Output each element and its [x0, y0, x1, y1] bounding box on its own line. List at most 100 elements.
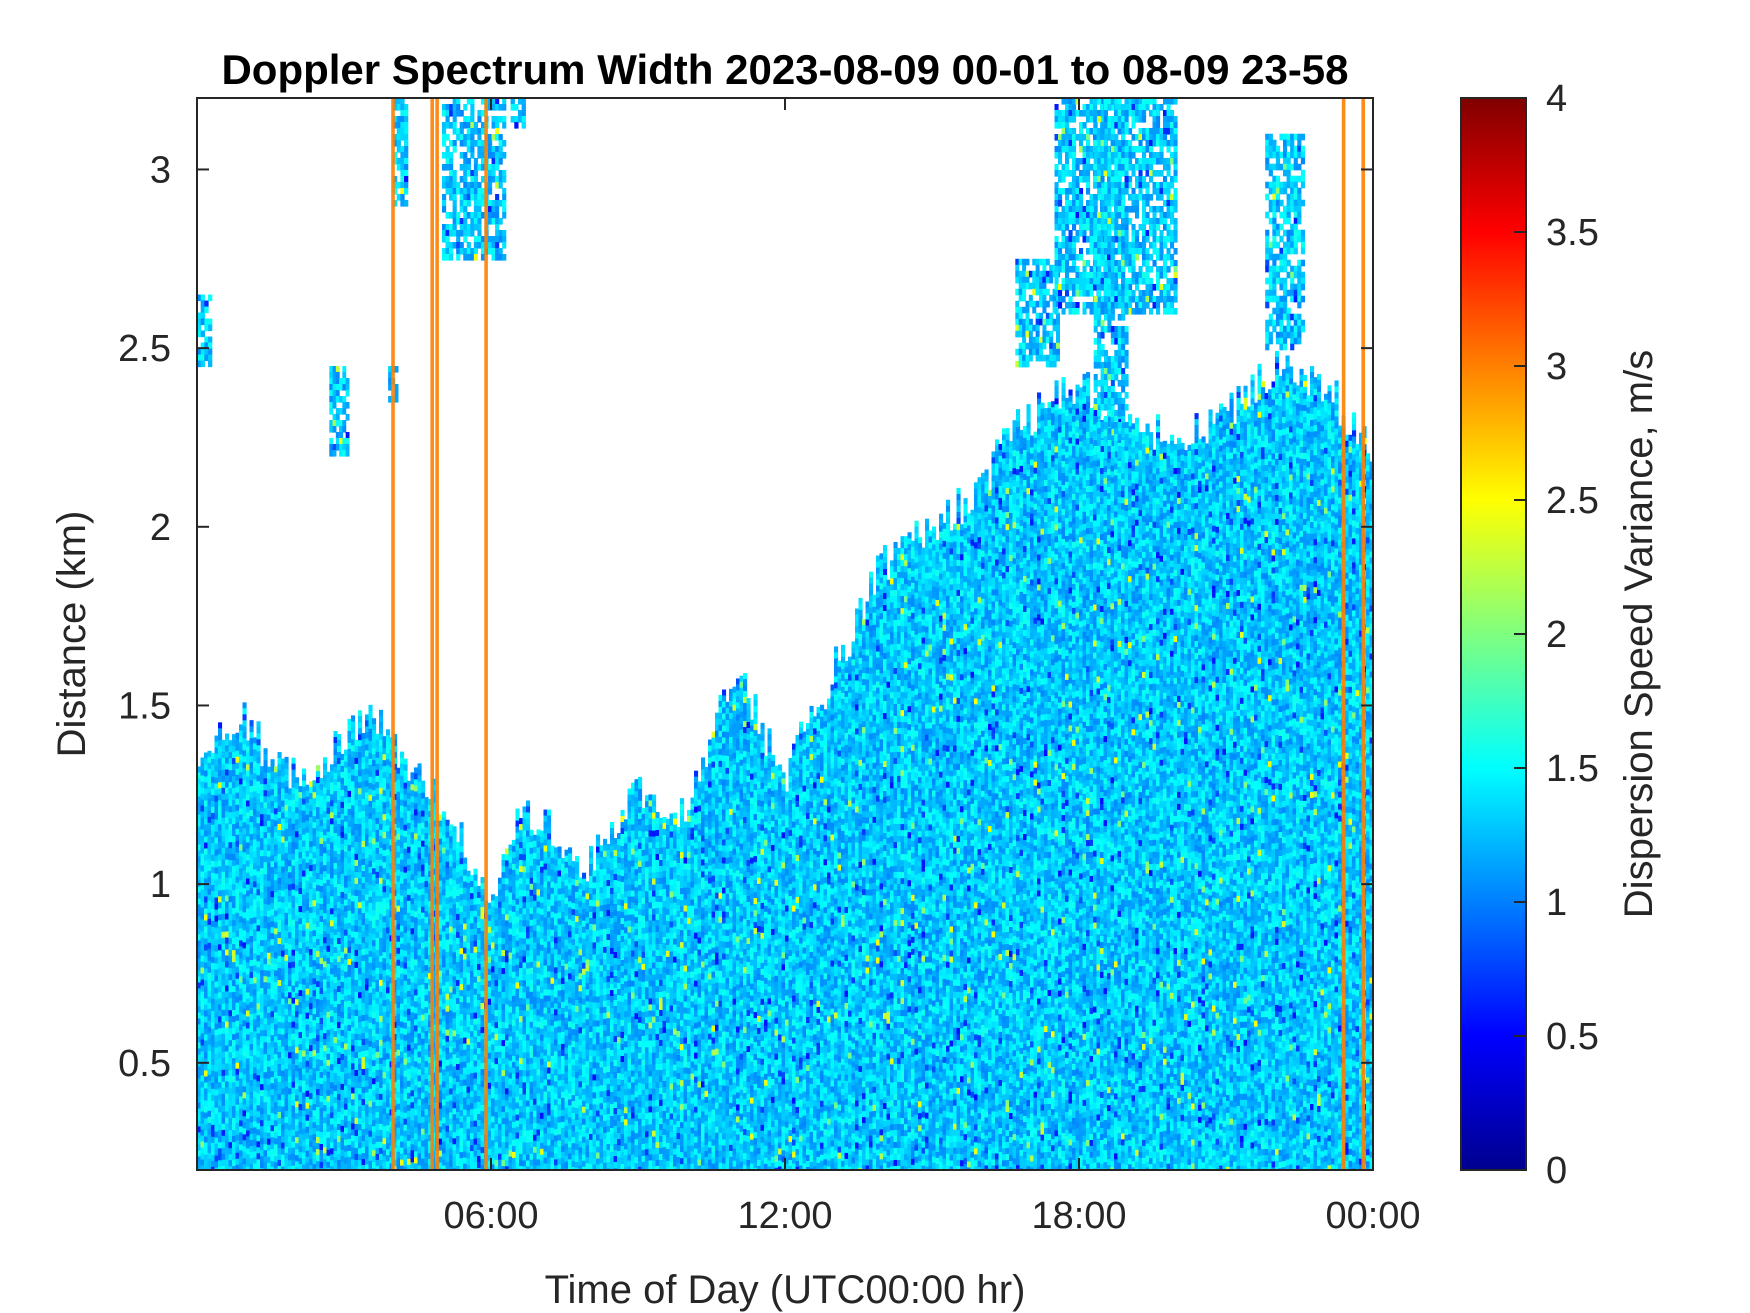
- heatmap-cell: [442, 1153, 447, 1161]
- heatmap-cell: [414, 965, 419, 972]
- heatmap-cell: [382, 892, 387, 899]
- heatmap-cell: [239, 856, 244, 864]
- heatmap-cell: [333, 827, 338, 834]
- heatmap-cell: [218, 986, 223, 993]
- heatmap-cell: [263, 952, 268, 959]
- heatmap-cell: [295, 1107, 300, 1114]
- heatmap-cell: [326, 969, 331, 977]
- heatmap-cell: [270, 861, 275, 868]
- heatmap-cell: [228, 1154, 233, 1161]
- heatmap-cell: [340, 795, 345, 803]
- heatmap-cell: [270, 1023, 275, 1030]
- heatmap-cell: [218, 842, 223, 849]
- heatmap-cell: [267, 1114, 272, 1122]
- heatmap-cell: [424, 887, 429, 894]
- heatmap-cell: [256, 1075, 261, 1082]
- heatmap-cell: [284, 1128, 289, 1136]
- heatmap-cell: [351, 961, 356, 969]
- heatmap-cell: [421, 852, 426, 860]
- heatmap-cell: [438, 940, 443, 948]
- heatmap-cell: [386, 1035, 391, 1042]
- heatmap-cell: [253, 851, 258, 858]
- heatmap-cell: [386, 831, 391, 838]
- heatmap-cell: [333, 1145, 338, 1152]
- heatmap-cell: [214, 1155, 219, 1163]
- heatmap-cell: [263, 808, 268, 815]
- heatmap-cell: [407, 834, 412, 842]
- heatmap-cell: [207, 786, 212, 794]
- heatmap-cell: [197, 844, 202, 852]
- heatmap-cell: [410, 970, 415, 977]
- heatmap-cell: [330, 1154, 335, 1161]
- heatmap-cell: [379, 1015, 384, 1023]
- heatmap-cell: [386, 867, 391, 874]
- heatmap-cell: [337, 776, 342, 783]
- heatmap-cell: [204, 974, 209, 982]
- heatmap-cell: [204, 1022, 209, 1030]
- heatmap-cell: [403, 980, 408, 988]
- heatmap-cell: [207, 1140, 212, 1148]
- heatmap-cell: [354, 1039, 359, 1047]
- heatmap-cell: [242, 966, 247, 973]
- heatmap-cell: [239, 736, 244, 744]
- heatmap-cell: [256, 1117, 261, 1124]
- heatmap-cell: [260, 790, 265, 797]
- heatmap-cell: [379, 1003, 384, 1011]
- heatmap-cell: [421, 864, 426, 872]
- heatmap-cell: [382, 958, 387, 965]
- heatmap-cell: [319, 873, 324, 881]
- heatmap-cell: [347, 1006, 352, 1014]
- heatmap-cell: [200, 853, 205, 861]
- heatmap-cell: [386, 1041, 391, 1048]
- heatmap-cell: [438, 928, 443, 936]
- heatmap-cell: [351, 1075, 356, 1083]
- heatmap-cell: [330, 902, 335, 909]
- heatmap-cell: [284, 1074, 289, 1082]
- heatmap-cell: [414, 863, 419, 870]
- heatmap-cell: [197, 958, 202, 966]
- heatmap-cell: [256, 1063, 261, 1070]
- heatmap-cell: [232, 800, 237, 807]
- heatmap-cell: [393, 1075, 398, 1083]
- heatmap-cell: [256, 955, 261, 962]
- heatmap-cell: [267, 1150, 272, 1158]
- heatmap-cell: [361, 1003, 366, 1010]
- heatmap-cell: [232, 830, 237, 837]
- heatmap-cell: [239, 1156, 244, 1164]
- heatmap-cell: [246, 752, 251, 760]
- heatmap-cell: [249, 1014, 254, 1021]
- heatmap-cell: [260, 1024, 265, 1031]
- heatmap-cell: [407, 810, 412, 818]
- heatmap-cell: [305, 796, 310, 804]
- heatmap-cell: [393, 787, 398, 795]
- heatmap-cell: [214, 987, 219, 995]
- heatmap-cell: [309, 1135, 314, 1142]
- heatmap-cell: [333, 839, 338, 846]
- heatmap-cell: [298, 948, 303, 955]
- heatmap-cell: [438, 1150, 443, 1158]
- heatmap-cell: [347, 1108, 352, 1116]
- heatmap-cell: [368, 950, 373, 958]
- heatmap-cell: [319, 981, 324, 989]
- heatmap-cell: [263, 862, 268, 869]
- heatmap-cell: [424, 1013, 429, 1020]
- heatmap-cell: [330, 1166, 335, 1170]
- heatmap-cell: [438, 1018, 443, 1026]
- heatmap-cell: [277, 1016, 282, 1023]
- heatmap-cell: [211, 944, 216, 952]
- heatmap-cell: [207, 876, 212, 884]
- heatmap-cell: [249, 1038, 254, 1045]
- heatmap-cell: [358, 764, 363, 771]
- heatmap-cell: [400, 1099, 405, 1107]
- heatmap-cell: [323, 1003, 328, 1010]
- heatmap-cell: [438, 844, 443, 852]
- heatmap-cell: [298, 984, 303, 991]
- heatmap-cell: [284, 786, 289, 794]
- heatmap-cell: [368, 1064, 373, 1072]
- heatmap-cell: [347, 1162, 352, 1170]
- heatmap-cell: [253, 821, 258, 828]
- heatmap-cell: [211, 1022, 216, 1030]
- heatmap-cell: [414, 1049, 419, 1056]
- heatmap-cell: [393, 829, 398, 837]
- heatmap-cell: [214, 879, 219, 887]
